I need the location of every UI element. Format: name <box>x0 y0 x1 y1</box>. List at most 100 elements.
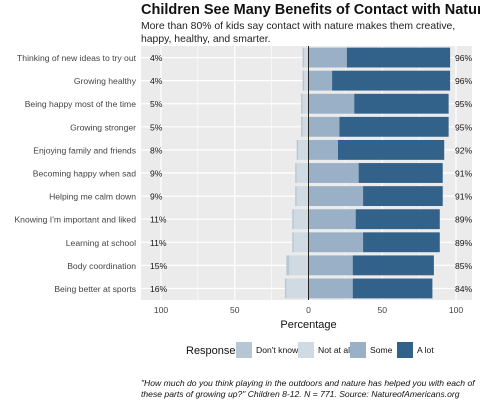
bar-some <box>308 116 340 137</box>
bar-a-lot <box>352 255 434 276</box>
bar-don-t-know <box>302 70 305 91</box>
right-percent-label: 91% <box>455 169 473 179</box>
bar-not-at-all <box>289 255 309 276</box>
right-percent-labels: 96% 96% 95% 95% 92% 91% 91% 89% 89% 85% 84% <box>455 53 473 294</box>
bar-don-t-know <box>296 139 299 160</box>
bar-don-t-know <box>302 47 305 68</box>
right-percent-label: 95% <box>455 99 473 109</box>
left-percent-label: 15% <box>150 261 168 271</box>
legend-label: Not at all <box>318 345 352 355</box>
bar-not-at-all <box>304 70 309 91</box>
bars <box>284 47 451 299</box>
bar-a-lot <box>354 93 449 114</box>
bar-a-lot <box>346 47 451 68</box>
category-label: Body coordination <box>67 261 136 271</box>
legend-swatch-don-t-know <box>236 342 252 358</box>
left-percent-labels: 4% 4% 5% 5% 8% 9% 9% 11% 11% 15% 16% <box>150 53 168 294</box>
category-label: Helping me calm down <box>49 192 136 202</box>
bar-don-t-know <box>284 278 287 299</box>
right-percent-label: 96% <box>455 76 473 86</box>
legend-label: Don't know <box>256 345 299 355</box>
bar-some <box>308 139 338 160</box>
bar-don-t-know <box>292 209 294 230</box>
chart-title: Children See Many Benefits of Contact wi… <box>141 2 480 18</box>
category-label: Growing stronger <box>70 122 136 132</box>
legend-swatch-some <box>350 342 366 358</box>
bar-don-t-know <box>286 255 290 276</box>
bar-not-at-all <box>302 93 309 114</box>
right-percent-label: 85% <box>455 261 473 271</box>
x-tick-label: 100 <box>154 305 169 315</box>
left-percent-label: 11% <box>150 215 167 225</box>
bar-don-t-know <box>295 186 297 207</box>
bar-not-at-all <box>304 47 309 68</box>
left-percent-label: 5% <box>150 122 163 132</box>
left-percent-label: 9% <box>150 169 163 179</box>
bar-not-at-all <box>293 232 309 253</box>
bar-a-lot <box>355 209 440 230</box>
right-percent-label: 92% <box>455 145 473 155</box>
bar-not-at-all <box>298 139 309 160</box>
legend-swatch-not-at-all <box>298 342 314 358</box>
right-percent-label: 95% <box>455 122 473 132</box>
right-percent-label: 89% <box>455 215 473 225</box>
left-percent-label: 8% <box>150 145 163 155</box>
x-tick-label: 100 <box>449 305 464 315</box>
bar-a-lot <box>363 186 443 207</box>
right-percent-label: 84% <box>455 284 473 294</box>
bar-not-at-all <box>296 163 309 183</box>
legend-title: Response <box>186 345 236 357</box>
x-axis-ticks: 100 50 0 50 100 <box>154 305 464 315</box>
left-percent-label: 4% <box>150 76 163 86</box>
footnote: "How much do you think playing in the ou… <box>141 378 475 399</box>
bar-some <box>308 163 359 183</box>
bar-some <box>308 186 364 207</box>
legend-swatch-a-lot <box>397 342 413 358</box>
bar-a-lot <box>358 163 443 183</box>
category-label: Learning at school <box>66 238 136 248</box>
x-axis-label: Percentage <box>280 319 336 331</box>
bar-a-lot <box>352 278 433 299</box>
legend-label: Some <box>370 345 393 355</box>
bar-some <box>308 93 355 114</box>
bar-a-lot <box>339 116 449 137</box>
category-label: Knowing I'm important and liked <box>14 215 136 225</box>
category-label: Being better at sports <box>54 284 136 294</box>
x-tick-label: 0 <box>306 305 311 315</box>
legend: Response Don't know Not at all Some A lot <box>186 342 434 358</box>
bar-a-lot <box>332 70 451 91</box>
left-percent-label: 9% <box>150 192 163 202</box>
bar-some <box>308 70 333 91</box>
bar-not-at-all <box>286 278 309 299</box>
bar-don-t-know <box>301 93 303 114</box>
bar-some <box>308 255 353 276</box>
category-label: Thinking of new ideas to try out <box>17 53 137 63</box>
bar-a-lot <box>363 232 440 253</box>
bar-some <box>308 278 353 299</box>
category-labels: Thinking of new ideas to try out Growing … <box>14 53 136 294</box>
bar-some <box>308 47 347 68</box>
legend-label: A lot <box>417 345 434 355</box>
category-label: Being happy most of the time <box>25 99 137 109</box>
bar-some <box>308 232 364 253</box>
bar-don-t-know <box>301 116 303 137</box>
left-percent-label: 5% <box>150 99 163 109</box>
bar-don-t-know <box>295 163 297 183</box>
category-label: Becoming happy when sad <box>33 169 136 179</box>
bar-don-t-know <box>292 232 294 253</box>
right-percent-label: 91% <box>455 192 473 202</box>
left-percent-label: 11% <box>150 238 167 248</box>
chart-subtitle: More than 80% of kids say contact with n… <box>141 21 456 45</box>
x-tick-label: 50 <box>377 305 387 315</box>
x-tick-label: 50 <box>230 305 240 315</box>
bar-not-at-all <box>302 116 309 137</box>
category-label: Growing healthy <box>74 76 137 86</box>
right-percent-label: 89% <box>455 238 473 248</box>
bar-not-at-all <box>293 209 309 230</box>
bar-some <box>308 209 356 230</box>
left-percent-label: 4% <box>150 53 163 63</box>
category-label: Enjoying family and friends <box>33 145 136 155</box>
right-percent-label: 96% <box>455 53 473 63</box>
bar-a-lot <box>338 139 445 160</box>
